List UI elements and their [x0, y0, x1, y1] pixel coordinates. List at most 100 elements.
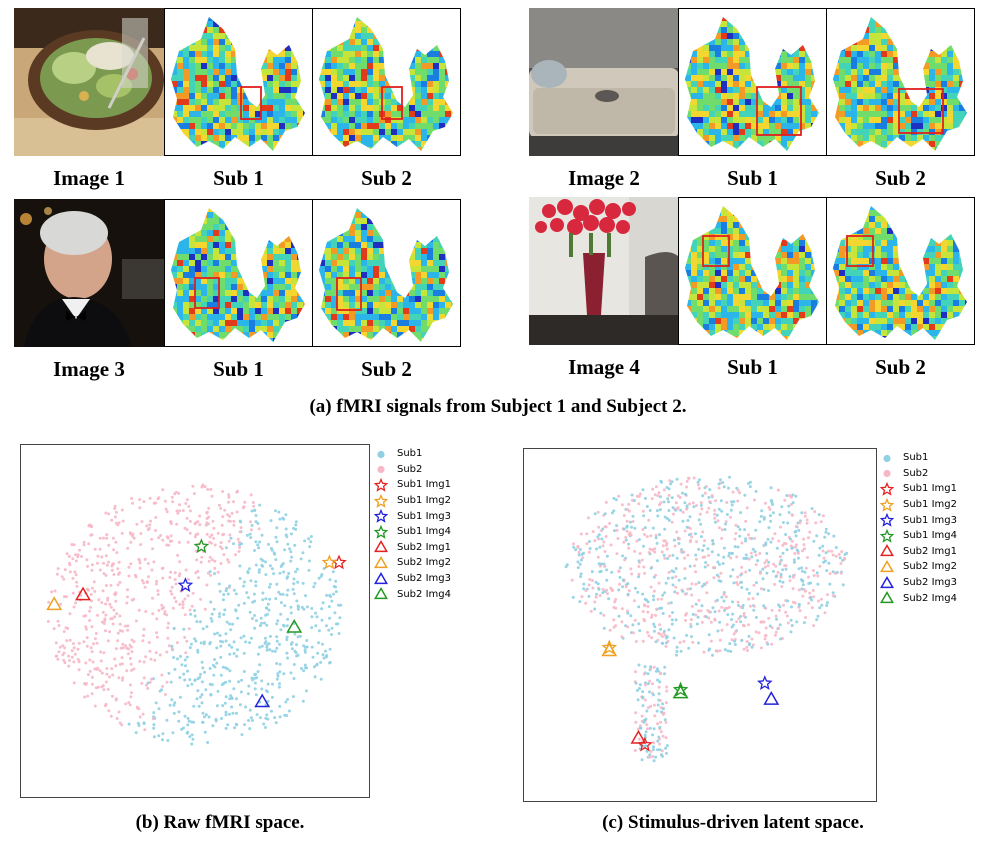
scatter-point-sub1 — [750, 645, 754, 649]
scatter-point-sub1 — [715, 513, 719, 517]
scatter-point-sub2 — [634, 670, 637, 674]
scatter-point-sub2 — [691, 501, 695, 505]
scatter-point-sub2 — [135, 522, 139, 526]
scatter-point-sub1 — [687, 533, 691, 537]
scatter-point-sub2 — [667, 601, 671, 605]
scatter-point-sub1 — [778, 513, 782, 517]
scatter-point-sub1 — [254, 693, 258, 697]
scatter-point-sub2 — [130, 668, 133, 672]
scatter-point-sub1 — [171, 731, 175, 735]
scatter-point-sub2 — [141, 639, 145, 643]
scatter-point-sub2 — [663, 556, 667, 560]
scatter-point-sub2 — [118, 622, 122, 626]
scatter-point-sub2 — [685, 612, 688, 615]
scatter-point-sub2 — [204, 523, 208, 527]
scatter-point-sub2 — [173, 596, 176, 600]
scatter-point-sub2 — [784, 610, 788, 614]
scatter-point-sub1 — [791, 493, 795, 497]
scatter-point-sub2 — [109, 605, 113, 609]
scatter-point-sub2 — [630, 572, 634, 576]
scatter-point-sub1 — [235, 654, 239, 658]
scatter-point-sub2 — [102, 572, 106, 576]
scatter-point-sub1 — [646, 682, 650, 686]
marker-sub2-img3 — [763, 691, 780, 705]
scatter-point-sub1 — [203, 730, 207, 734]
scatter-point-sub2 — [604, 525, 608, 529]
scatter-point-sub2 — [186, 540, 190, 544]
scatter-point-sub2 — [647, 634, 651, 638]
scatter-point-sub1 — [696, 615, 700, 619]
scatter-point-sub2 — [72, 605, 76, 609]
scatter-point-sub2 — [647, 518, 651, 522]
scatter-point-sub1 — [270, 567, 274, 571]
scatter-point-sub1 — [327, 628, 331, 632]
scatter-point-sub2 — [104, 680, 108, 684]
scatter-point-sub2 — [734, 523, 738, 527]
scatter-point-sub1 — [663, 672, 666, 676]
scatter-point-sub2 — [72, 660, 76, 664]
scatter-point-sub2 — [643, 533, 646, 536]
scatter-point-sub2 — [802, 537, 806, 541]
legend-entry: Sub1 Img3 — [879, 512, 957, 528]
scatter-point-sub1 — [229, 536, 233, 540]
scatter-point-sub2 — [641, 610, 645, 613]
scatter-point-sub2 — [125, 669, 129, 673]
scatter-point-sub1 — [262, 722, 266, 726]
scatter-point-sub2 — [46, 620, 50, 623]
scatter-point-sub1 — [722, 555, 726, 559]
scatter-point-sub1 — [697, 518, 701, 522]
image-3-photo — [14, 199, 164, 347]
scatter-point-sub1 — [645, 749, 649, 753]
scatter-point-sub2 — [142, 627, 146, 631]
scatter-point-sub1 — [747, 591, 751, 595]
scatter-point-sub1 — [228, 652, 232, 656]
scatter-point-sub1 — [675, 645, 679, 649]
scatter-point-sub1 — [278, 704, 282, 708]
scatter-point-sub1 — [286, 656, 289, 660]
scatter-point-sub1 — [234, 592, 238, 596]
scatter-point-sub2 — [173, 578, 177, 581]
scatter-point-sub2 — [635, 539, 639, 543]
scatter-point-sub2 — [181, 603, 185, 606]
scatter-point-sub2 — [729, 556, 733, 560]
scatter-point-sub1 — [313, 675, 317, 679]
scatter-point-sub2 — [605, 588, 609, 592]
scatter-point-sub2 — [707, 506, 711, 510]
scatter-point-sub1 — [232, 588, 236, 592]
scatter-point-sub2 — [134, 575, 138, 579]
scatter-point-sub1 — [816, 614, 820, 618]
scatter-point-sub1 — [624, 538, 628, 542]
scatter-point-sub1 — [599, 611, 603, 615]
scatter-point-sub1 — [660, 480, 663, 484]
scatter-point-sub2 — [161, 488, 165, 492]
scatter-point-sub1 — [282, 672, 286, 676]
scatter-point-sub1 — [289, 532, 293, 536]
scatter-point-sub2 — [54, 641, 58, 645]
scatter-point-sub1 — [265, 713, 269, 717]
scatter-point-sub2 — [620, 620, 624, 624]
scatter-point-sub2 — [114, 540, 118, 544]
scatter-point-sub1 — [794, 494, 798, 498]
scatter-point-sub2 — [183, 613, 187, 617]
scatter-point-sub2 — [638, 492, 642, 496]
scatter-point-sub1 — [324, 649, 327, 653]
scatter-point-sub1 — [751, 547, 755, 551]
scatter-point-sub2 — [757, 631, 761, 635]
scatter-point-sub2 — [651, 682, 654, 686]
scatter-point-sub2 — [154, 516, 158, 519]
scatter-point-sub1 — [294, 570, 298, 574]
scatter-point-sub1 — [690, 635, 693, 639]
scatter-point-sub2 — [827, 549, 830, 553]
scatter-point-sub1 — [289, 559, 293, 563]
scatter-point-sub1 — [721, 562, 725, 565]
scatter-point-sub2 — [782, 603, 785, 607]
scatter-point-sub1 — [729, 649, 733, 653]
scatter-point-sub2 — [130, 496, 134, 500]
scatter-point-sub1 — [765, 552, 769, 555]
scatter-point-sub2 — [794, 545, 797, 549]
scatter-point-sub2 — [765, 559, 769, 562]
scatter-point-sub2 — [173, 571, 177, 575]
scatter-point-sub1 — [824, 559, 827, 563]
scatter-point-sub1 — [766, 537, 770, 541]
scatter-point-sub2 — [627, 502, 631, 506]
